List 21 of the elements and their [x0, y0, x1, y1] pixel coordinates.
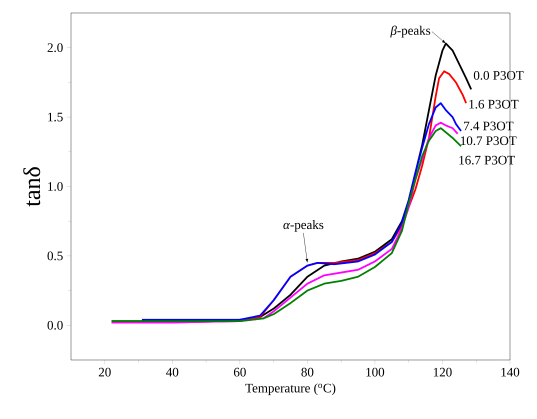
y-tick-label: 0.5 [48, 252, 63, 260]
x-tick-label: 60 [234, 368, 246, 377]
y-tick-label: 2.0 [48, 43, 63, 52]
x-tick-label: 80 [301, 368, 314, 377]
series-label: 7.4 P3OT [464, 122, 514, 130]
series-label: 1.6 P3OT [469, 100, 518, 109]
series-label: 16.7 P3OT [459, 156, 515, 165]
x-tick-label: 40 [166, 368, 178, 377]
x-tick-label: 20 [98, 368, 111, 377]
annotation: β-peaks [390, 26, 430, 38]
y-tick-label: 1.5 [48, 112, 63, 122]
x-axis-title: Temperature ($^{o}$C) [245, 383, 336, 396]
series-label: 10.7 P3OT [460, 136, 516, 146]
y-axis-title: tanδ [23, 167, 40, 206]
x-tick-label: 120 [434, 368, 452, 377]
annotation: α-peaks [283, 220, 324, 232]
y-tick-label: 0.0 [48, 320, 63, 330]
series-label: 0.0 P3OT [474, 70, 524, 80]
y-tick-label: 1.0 [48, 182, 63, 191]
x-tick-label: 100 [366, 368, 384, 377]
x-tick-label: 140 [501, 368, 520, 377]
